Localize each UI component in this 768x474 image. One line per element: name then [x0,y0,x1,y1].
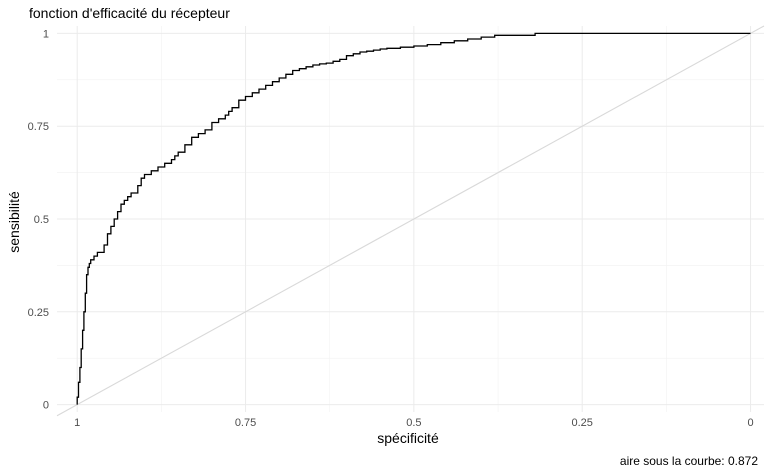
x-tick-label: 1 [74,417,80,429]
x-axis-title: spécificité [377,430,439,446]
x-axis-ticks: 1 0.75 0.5 0.25 0 [74,417,753,429]
y-tick-label: 0.75 [28,121,49,133]
x-tick-label: 0.75 [235,417,256,429]
y-tick-label: 0 [43,400,49,412]
auc-caption: aire sous la courbe: 0.872 [620,454,758,468]
roc-curve [76,32,751,405]
chart-title: fonction d'efficacité du récepteur [29,5,230,21]
y-tick-label: 1 [43,28,49,40]
plot-series [56,25,765,417]
y-tick-label: 0.25 [28,307,49,319]
y-tick-label: 0.5 [34,214,49,226]
x-tick-label: 0 [747,417,753,429]
y-axis-ticks: 0 0.25 0.5 0.75 1 [28,28,49,411]
plot-grid [57,26,764,412]
reference-diagonal [56,25,765,417]
y-axis-title: sensibilité [6,191,22,253]
x-tick-label: 0.25 [571,417,592,429]
x-tick-label: 0.5 [406,417,421,429]
